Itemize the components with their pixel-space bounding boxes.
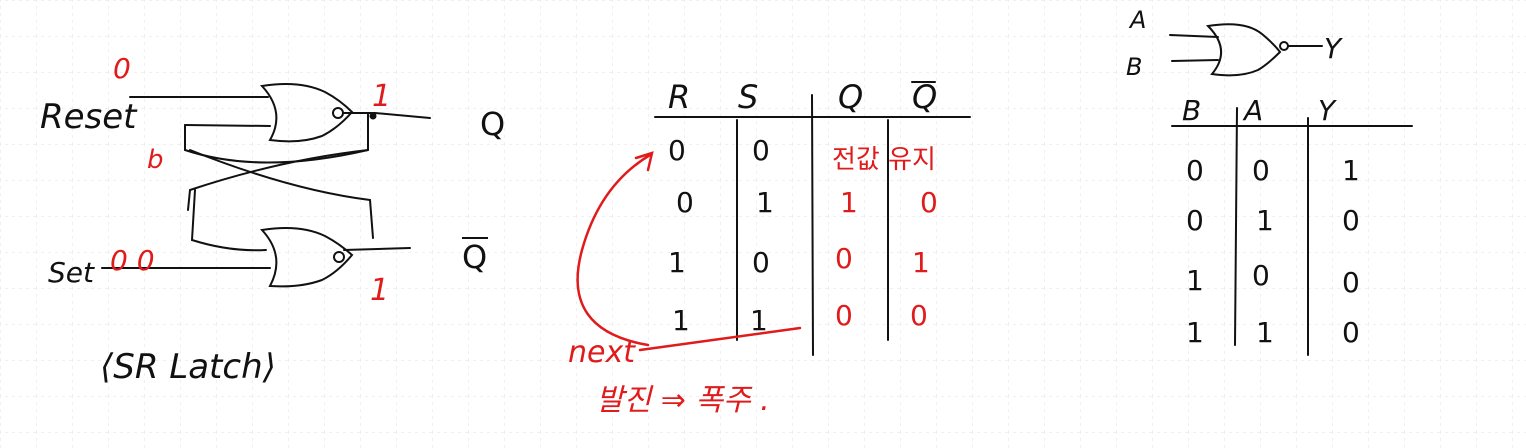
sr-cell-hold-note: 전값 유지 bbox=[832, 145, 936, 175]
nor-input-a-wire bbox=[1169, 34, 1219, 38]
reset-label: Reset bbox=[40, 97, 138, 137]
nor-cell: 0 bbox=[1252, 259, 1270, 292]
nor-table-divider-1 bbox=[1234, 107, 1238, 346]
sr-table-divider-2 bbox=[811, 94, 814, 356]
nor-cell: 1 bbox=[1342, 154, 1360, 187]
nor-cell: 0 bbox=[1252, 154, 1270, 187]
nor-cell: 0 bbox=[1342, 266, 1360, 299]
nor-header-y: Y bbox=[1318, 94, 1337, 127]
top-gate-input-b bbox=[184, 124, 271, 127]
sr-cell: 0 bbox=[910, 299, 928, 332]
next-arrow-head bbox=[634, 151, 654, 172]
sr-latch-caption: ⟨SR Latch⟩ bbox=[100, 347, 276, 387]
nor-table-headers: B A Y bbox=[1182, 94, 1337, 127]
nor-header-b: B bbox=[1182, 94, 1201, 127]
nor-cell: 0 bbox=[1342, 204, 1360, 237]
sr-table-headers: R S Q Q bbox=[668, 78, 937, 116]
sr-cell: 1 bbox=[912, 246, 930, 279]
nor-gate-body bbox=[1205, 23, 1282, 77]
sr-cell: 0 bbox=[668, 134, 686, 167]
nor-cell: 0 bbox=[1186, 154, 1204, 187]
sr-cell: 0 bbox=[920, 186, 938, 219]
top-nor-gate bbox=[259, 83, 354, 143]
sr-cell: 1 bbox=[750, 304, 768, 337]
sr-cell: 0 bbox=[676, 186, 694, 219]
reset-input-value: 0 bbox=[113, 52, 131, 85]
sr-cell: 0 bbox=[835, 242, 853, 275]
sr-cell: 0 bbox=[752, 134, 770, 167]
sr-cell: 1 bbox=[840, 186, 858, 219]
next-loop-arrow bbox=[576, 153, 652, 347]
sr-header-qbar: Q bbox=[912, 78, 937, 116]
sr-cell: 1 bbox=[672, 304, 690, 337]
bottom-nor-gate bbox=[259, 227, 354, 288]
sr-cell: 1 bbox=[756, 186, 774, 219]
nor-table-rows: 0 0 1 0 1 0 1 0 0 1 1 0 bbox=[1186, 154, 1360, 349]
sr-table-rows: 0 0 전값 유지 0 1 1 0 1 0 0 1 1 1 0 0 bbox=[668, 134, 938, 337]
nor-cell: 0 bbox=[1342, 316, 1360, 349]
sr-table-red-annotations bbox=[576, 151, 802, 352]
q-output-wire bbox=[342, 112, 431, 119]
bottom-nor-bubble bbox=[333, 251, 345, 263]
next-label: next bbox=[568, 335, 636, 370]
sr-cell: 0 bbox=[835, 299, 853, 332]
nor-input-b-wire bbox=[1171, 59, 1219, 62]
nor-cell: 1 bbox=[1256, 204, 1274, 237]
q-label: Q bbox=[480, 105, 505, 143]
qbar-output-wire bbox=[343, 247, 411, 251]
nor-header-a: A bbox=[1242, 94, 1263, 127]
feedback-b-label: b bbox=[147, 145, 164, 175]
nor-output-y-label: Y bbox=[1324, 32, 1343, 65]
nor-input-a-label: A bbox=[1128, 6, 1146, 34]
sr-cell: 0 bbox=[752, 246, 770, 279]
set-label: Set bbox=[48, 256, 95, 289]
nor-input-b-label: B bbox=[1126, 53, 1142, 81]
sr-latch-circuit bbox=[101, 83, 431, 288]
qbar-output-value: 1 bbox=[370, 273, 389, 308]
sr-cell: 1 bbox=[668, 246, 686, 279]
nor-cell: 1 bbox=[1186, 316, 1204, 349]
sr-header-q: Q bbox=[838, 78, 863, 116]
q-output-value: 1 bbox=[372, 79, 391, 114]
oscillation-note: 발진 ⇒ 폭주 . bbox=[596, 383, 770, 418]
nor-cell: 1 bbox=[1186, 264, 1204, 297]
nor-cell: 0 bbox=[1186, 204, 1204, 237]
set-input-value: 0 0 bbox=[110, 244, 155, 277]
nor-truth-table-lines bbox=[1171, 107, 1413, 356]
sr-header-s: S bbox=[738, 78, 758, 116]
nor-cell: 1 bbox=[1256, 316, 1274, 349]
nor-gate-symbol bbox=[1169, 23, 1323, 77]
next-pointer-line bbox=[638, 326, 802, 352]
sr-truth-table-lines bbox=[654, 81, 971, 356]
sr-header-r: R bbox=[668, 78, 690, 116]
qbar-label: Q bbox=[462, 238, 487, 276]
